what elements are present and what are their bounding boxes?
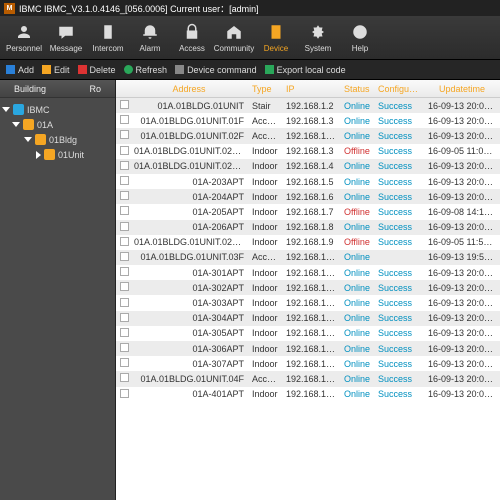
- node-icon: [35, 134, 46, 145]
- row-checkbox[interactable]: [120, 373, 129, 382]
- access-icon: [182, 22, 202, 42]
- add-button[interactable]: Add: [6, 65, 34, 75]
- row-checkbox[interactable]: [120, 252, 129, 261]
- row-checkbox[interactable]: [120, 328, 129, 337]
- toolbar-message[interactable]: Message: [46, 18, 86, 58]
- alarm-icon: [140, 22, 160, 42]
- action-bar: Add Edit Delete Refresh Device command E…: [0, 60, 500, 80]
- table-row[interactable]: 01A.01BLDG.01UNIT.02F.07APIndoor192.168.…: [116, 235, 500, 250]
- toolbar-community[interactable]: Community: [214, 18, 254, 58]
- col-ip[interactable]: IP: [282, 84, 340, 94]
- row-checkbox[interactable]: [120, 191, 129, 200]
- expand-icon[interactable]: [12, 122, 20, 127]
- node-icon: [23, 119, 34, 130]
- table-row[interactable]: 01A.01BLDG.01UNITStair192.168.1.2OnlineS…: [116, 98, 500, 113]
- col-config[interactable]: Configurati: [374, 84, 424, 94]
- tree-node[interactable]: IBMC: [2, 102, 113, 117]
- toolbar-device[interactable]: Device: [256, 18, 296, 58]
- tree-node[interactable]: 01Unit: [2, 147, 113, 162]
- toolbar-personnel[interactable]: Personnel: [4, 18, 44, 58]
- message-icon: [56, 22, 76, 42]
- col-status[interactable]: Status: [340, 84, 374, 94]
- toolbar-access[interactable]: Access: [172, 18, 212, 58]
- refresh-button[interactable]: Refresh: [124, 65, 168, 75]
- main-panel: Address Type IP Status Configurati Updat…: [116, 80, 500, 500]
- toolbar-alarm[interactable]: Alarm: [130, 18, 170, 58]
- sidebar: BuildingRo IBMC01A01Bldg01Unit: [0, 80, 116, 500]
- edit-button[interactable]: Edit: [42, 65, 70, 75]
- col-type[interactable]: Type: [248, 84, 282, 94]
- row-checkbox[interactable]: [120, 130, 129, 139]
- node-icon: [44, 149, 55, 160]
- table-row[interactable]: 01A-305APTIndoor192.168.1.14OnlineSucces…: [116, 326, 500, 341]
- expand-icon[interactable]: [36, 151, 41, 159]
- intercom-icon: [98, 22, 118, 42]
- table-row[interactable]: 01A-301APTIndoor192.168.1.10OnlineSucces…: [116, 265, 500, 280]
- table-header: Address Type IP Status Configurati Updat…: [116, 80, 500, 98]
- device-command-button[interactable]: Device command: [175, 65, 257, 75]
- table-row[interactable]: 01A-306APTIndoor192.168.1.15OnlineSucces…: [116, 341, 500, 356]
- logo-icon: M: [4, 3, 15, 14]
- table-row[interactable]: 01A.01BLDG.01UNIT.02FAccess192.168.1.30O…: [116, 128, 500, 143]
- table-row[interactable]: 01A-401APTIndoor192.168.1.17OnlineSucces…: [116, 387, 500, 402]
- row-checkbox[interactable]: [120, 343, 129, 352]
- table-row[interactable]: 01A-302APTIndoor192.168.1.11OnlineSucces…: [116, 280, 500, 295]
- row-checkbox[interactable]: [120, 313, 129, 322]
- table-row[interactable]: 01A.01BLDG.01UNIT.02F.2AP1Indoor192.168.…: [116, 159, 500, 174]
- node-icon: [13, 104, 24, 115]
- table-row[interactable]: 01A-204APTIndoor192.168.1.6OnlineSuccess…: [116, 189, 500, 204]
- table-row[interactable]: 01A-303APTIndoor192.168.1.12OnlineSucces…: [116, 295, 500, 310]
- table-body: 01A.01BLDG.01UNITStair192.168.1.2OnlineS…: [116, 98, 500, 500]
- expand-icon[interactable]: [2, 107, 10, 112]
- tree-node[interactable]: 01A: [2, 117, 113, 132]
- row-checkbox[interactable]: [120, 389, 129, 398]
- row-checkbox[interactable]: [120, 237, 129, 246]
- table-row[interactable]: 01A-203APTIndoor192.168.1.5OnlineSuccess…: [116, 174, 500, 189]
- delete-button[interactable]: Delete: [78, 65, 116, 75]
- toolbar-help[interactable]: Help: [340, 18, 380, 58]
- sidebar-header: BuildingRo: [0, 80, 115, 98]
- toolbar-system[interactable]: System: [298, 18, 338, 58]
- titlebar: M IBMC IBMC_V3.1.0.4146_[056.0006] Curre…: [0, 0, 500, 16]
- device-icon: [266, 22, 286, 42]
- table-row[interactable]: 01A-205APTIndoor192.168.1.7OfflineSucces…: [116, 204, 500, 219]
- row-checkbox[interactable]: [120, 115, 129, 124]
- row-checkbox[interactable]: [120, 176, 129, 185]
- toolbar-intercom[interactable]: Intercom: [88, 18, 128, 58]
- help-icon: [350, 22, 370, 42]
- row-checkbox[interactable]: [120, 161, 129, 170]
- tree: IBMC01A01Bldg01Unit: [0, 98, 115, 166]
- row-checkbox[interactable]: [120, 206, 129, 215]
- personnel-icon: [14, 22, 34, 42]
- row-checkbox[interactable]: [120, 358, 129, 367]
- community-icon: [224, 22, 244, 42]
- table-row[interactable]: 01A.01BLDG.01UNIT.01FAccess192.168.1.3On…: [116, 113, 500, 128]
- col-address[interactable]: Address: [130, 84, 248, 94]
- row-checkbox[interactable]: [120, 100, 129, 109]
- col-updatetime[interactable]: Updatetime: [424, 84, 500, 94]
- row-checkbox[interactable]: [120, 298, 129, 307]
- main-toolbar: PersonnelMessageIntercomAlarmAccessCommu…: [0, 16, 500, 60]
- row-checkbox[interactable]: [120, 282, 129, 291]
- table-row[interactable]: 01A-307APTIndoor192.168.1.16OnlineSucces…: [116, 356, 500, 371]
- table-row[interactable]: 01A-206APTIndoor192.168.1.8OnlineSuccess…: [116, 220, 500, 235]
- table-row[interactable]: 01A-304APTIndoor192.168.1.13OnlineSucces…: [116, 311, 500, 326]
- system-icon: [308, 22, 328, 42]
- export-button[interactable]: Export local code: [265, 65, 346, 75]
- row-checkbox[interactable]: [120, 146, 129, 155]
- tree-node[interactable]: 01Bldg: [2, 132, 113, 147]
- title-text: IBMC IBMC_V3.1.0.4146_[056.0006] Current…: [19, 2, 259, 15]
- table-row[interactable]: 01A.01BLDG.01UNIT.03FAccess192.168.1.31O…: [116, 250, 500, 265]
- expand-icon[interactable]: [24, 137, 32, 142]
- row-checkbox[interactable]: [120, 267, 129, 276]
- table-row[interactable]: 01A.01BLDG.01UNIT.02F.1AP1Indoor192.168.…: [116, 144, 500, 159]
- row-checkbox[interactable]: [120, 222, 129, 231]
- table-row[interactable]: 01A.01BLDG.01UNIT.04FAccess192.168.1.32O…: [116, 371, 500, 386]
